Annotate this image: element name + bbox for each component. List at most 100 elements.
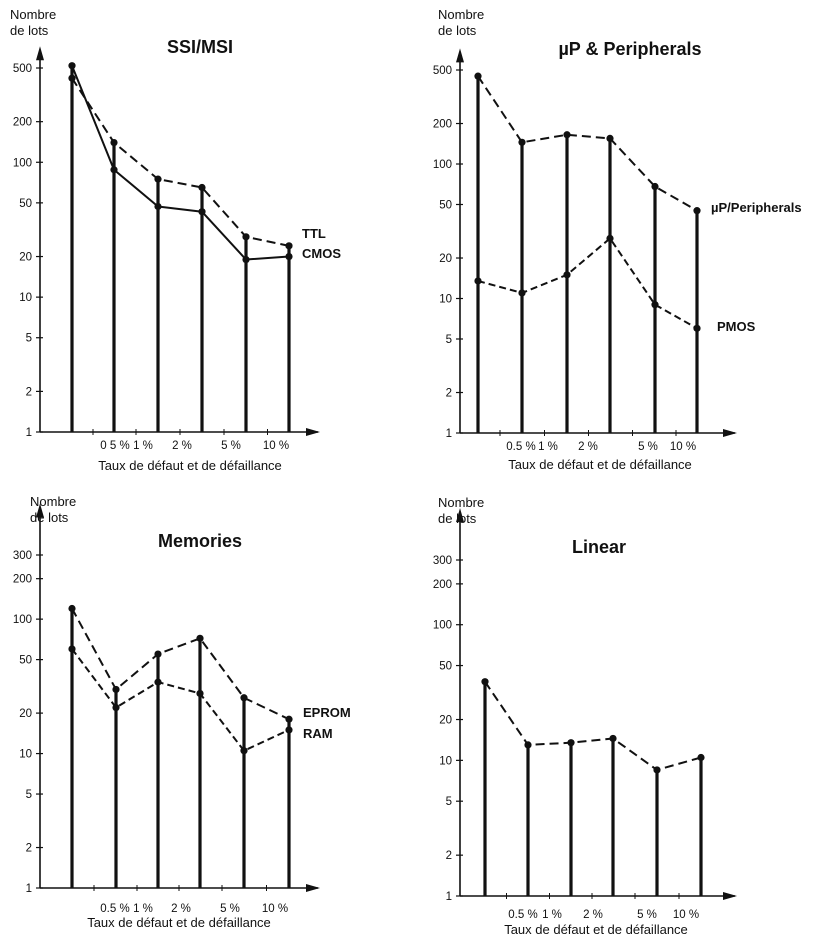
y-tick-label: 500 [433, 65, 452, 77]
x-tick-label: 5 % [638, 441, 658, 453]
y-axis-arrow [36, 503, 44, 518]
x-axis-arrow [723, 429, 737, 437]
y-tick-label: 2 [446, 388, 452, 400]
y-axis-label-line2: de lots [10, 23, 49, 38]
x-tick-label: 5 % [637, 909, 657, 921]
y-tick-label: 100 [13, 614, 32, 626]
data-point [567, 739, 575, 747]
y-tick-label: 200 [13, 117, 32, 129]
data-point [68, 645, 76, 653]
data-point [285, 252, 293, 261]
data-point [474, 277, 482, 285]
x-tick-label: 2 % [583, 909, 603, 921]
series-line--p-peripherals [477, 75, 698, 212]
x-axis-label: Taux de défaut et de défaillance [98, 458, 282, 473]
y-axis-label-line1: Nombre [438, 495, 484, 510]
y-axis-arrow [456, 508, 464, 523]
y-tick-label: 20 [19, 252, 32, 264]
series-line-main [484, 681, 702, 771]
data-point [196, 689, 204, 698]
y-axis-label-line1: Nombre [30, 494, 76, 509]
data-point [606, 234, 614, 242]
data-point [285, 242, 293, 250]
y-tick-label: 200 [13, 574, 32, 586]
y-tick-label: 20 [439, 253, 452, 265]
data-point [481, 678, 489, 686]
data-point [242, 255, 250, 264]
y-tick-label: 500 [13, 63, 32, 75]
data-point [110, 138, 118, 147]
data-point [154, 650, 162, 658]
series-label: EPROM [303, 705, 351, 720]
x-tick-label: 0 5 % [100, 440, 129, 452]
data-point [240, 694, 248, 702]
x-axis-label: Taux de défaut et de défaillance [508, 457, 692, 472]
chart-title: SSI/MSI [167, 37, 233, 57]
data-point [154, 202, 162, 211]
chart-title: Memories [158, 531, 242, 551]
x-tick-label: 10 % [262, 903, 288, 915]
chart-title: Linear [572, 537, 626, 557]
data-point [563, 271, 571, 279]
data-point [112, 685, 120, 694]
x-tick-label: 0.5 % [508, 909, 537, 921]
data-point [198, 183, 206, 192]
data-point [693, 324, 701, 332]
series-label: TTL [302, 226, 326, 241]
y-tick-label: 300 [13, 550, 32, 562]
x-axis-label: Taux de défaut et de défaillance [87, 915, 271, 930]
series-line-eprom [71, 608, 290, 721]
y-tick-label: 20 [439, 715, 452, 727]
data-point [653, 766, 661, 774]
y-tick-label: 5 [26, 789, 32, 801]
data-point [198, 208, 206, 216]
y-tick-label: 2 [446, 850, 452, 862]
data-point [285, 715, 293, 723]
data-point [110, 166, 118, 174]
y-tick-label: 300 [433, 555, 452, 567]
y-tick-label: 5 [446, 796, 452, 808]
y-axis-label-line2: de lots [30, 510, 69, 525]
data-point [285, 726, 293, 734]
x-tick-label: 5 % [220, 903, 240, 915]
series-label: µP/Peripherals [711, 200, 802, 215]
x-tick-label: 1 % [133, 440, 153, 452]
data-point [154, 175, 162, 183]
data-point [697, 753, 705, 762]
y-tick-label: 100 [13, 157, 32, 169]
y-axis-label-line1: Nombre [10, 7, 56, 22]
y-axis-label-line1: Nombre [438, 7, 484, 22]
data-point [518, 138, 526, 146]
x-tick-label: 0.5 % [506, 441, 535, 453]
data-point [651, 182, 659, 191]
x-tick-label: 10 % [263, 440, 289, 452]
y-tick-label: 2 [26, 843, 32, 855]
y-tick-label: 1 [446, 891, 452, 903]
data-point [112, 703, 120, 712]
x-axis-arrow [306, 428, 320, 436]
y-tick-label: 1 [446, 428, 452, 440]
series-label: PMOS [717, 319, 756, 334]
y-tick-label: 1 [26, 427, 32, 439]
x-tick-label: 1 % [542, 909, 562, 921]
y-axis-label-line2: de lots [438, 23, 477, 38]
y-tick-label: 5 [26, 333, 32, 345]
y-tick-label: 5 [446, 334, 452, 346]
y-tick-label: 50 [439, 661, 452, 673]
y-tick-label: 200 [433, 579, 452, 591]
data-point [693, 207, 701, 215]
series-line-pmos [477, 237, 698, 330]
y-tick-label: 20 [19, 708, 32, 720]
series-line-ram [71, 648, 290, 752]
data-point [240, 747, 248, 755]
data-point [563, 131, 571, 139]
y-axis-arrow [456, 48, 464, 63]
x-tick-label: 1 % [133, 903, 153, 915]
x-tick-label: 1 % [538, 441, 558, 453]
x-tick-label: 2 % [578, 441, 598, 453]
data-point [609, 734, 617, 743]
series-line-ttl [71, 77, 290, 247]
data-point [68, 604, 76, 613]
